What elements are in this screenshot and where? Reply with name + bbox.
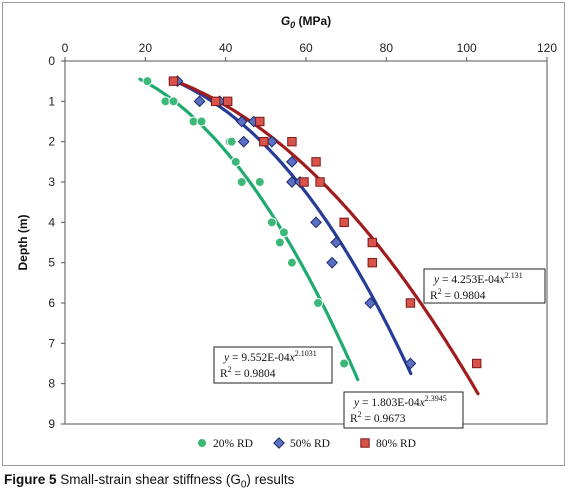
y-axis-title: Depth (m) <box>16 215 30 271</box>
data-point-square <box>311 157 321 167</box>
data-point-circle <box>254 177 265 187</box>
axes: 0 20 40 60 80 100 120 0 1 2 3 4 5 6 7 8 9 G0 (MPa) Depth (… <box>16 14 557 431</box>
data-points <box>142 75 482 370</box>
equation-text: y = 1.803E-04x2.3945 <box>353 394 447 409</box>
data-point-square <box>210 96 221 107</box>
data-point-diamond <box>235 115 248 128</box>
data-point-circle <box>226 136 237 147</box>
data-point-diamond <box>364 297 377 309</box>
data-point-diamond <box>404 357 417 370</box>
legend-marker-square <box>360 438 370 448</box>
data-point-diamond <box>310 216 322 229</box>
data-point-circle <box>278 227 289 238</box>
chart-svg: 0 20 40 60 80 100 120 0 1 2 3 4 5 6 7 8 9 G0 (MPa) Depth (… <box>16 14 557 450</box>
y-tick-label: 3 <box>48 175 55 189</box>
y-tick-label: 0 <box>48 54 55 68</box>
data-point-circle <box>339 358 350 369</box>
x-tick-label: 60 <box>299 41 313 55</box>
x-tick-label: 0 <box>62 41 69 55</box>
y-tick-label: 6 <box>48 296 55 310</box>
figure-label: Figure 5 <box>4 472 57 487</box>
legend-label: 20% RD <box>213 438 253 450</box>
data-point-circle <box>286 257 297 268</box>
x-tick-label: 20 <box>139 41 153 55</box>
data-point-diamond <box>326 256 339 269</box>
data-point-circle <box>168 96 179 107</box>
r-squared-text: R2 = 0.9804 <box>220 365 276 380</box>
data-point-circle <box>142 76 153 87</box>
y-tick-label: 8 <box>48 377 55 391</box>
equation-box <box>343 391 464 429</box>
data-point-diamond <box>286 176 298 188</box>
data-point-square <box>168 76 179 86</box>
y-tick-label: 7 <box>48 336 55 350</box>
data-point-square <box>367 257 377 268</box>
data-point-square <box>259 136 269 147</box>
equation-box <box>213 346 333 384</box>
data-point-square <box>222 96 233 107</box>
data-point-diamond <box>286 155 298 168</box>
x-tick-label: 80 <box>380 41 394 55</box>
data-point-circle <box>196 116 207 127</box>
equation-text: y = 4.253E-04x2.131 <box>433 271 523 286</box>
fit-curve-square <box>168 77 480 396</box>
legend-label: 50% RD <box>290 438 330 450</box>
data-point-square <box>299 177 309 187</box>
legend-marker-circle <box>197 438 207 448</box>
figure-caption: Figure 5 Small-strain shear stiffness (G… <box>4 472 294 491</box>
data-point-circle <box>230 156 241 167</box>
caption-text-after: ) results <box>246 472 295 487</box>
equation-text: y = 9.552E-04x2.1031 <box>223 349 317 364</box>
data-point-circle <box>313 298 324 308</box>
y-tick-label: 5 <box>48 256 55 270</box>
chart-frame: 0 20 40 60 80 100 120 0 1 2 3 4 5 6 7 8 9 G0 (MPa) Depth (… <box>2 2 565 466</box>
data-point-circle <box>274 237 285 248</box>
data-point-square <box>339 217 349 228</box>
y-tick-label: 4 <box>48 215 55 229</box>
data-point-diamond <box>330 236 343 249</box>
x-tick-label: 40 <box>219 41 233 55</box>
x-tick-label: 100 <box>457 41 477 55</box>
data-point-square <box>287 136 297 147</box>
legend-label: 80% RD <box>376 438 416 450</box>
data-point-diamond <box>193 95 206 108</box>
data-point-circle <box>236 177 247 187</box>
caption-text-before: Small-strain shear stiffness (G <box>56 472 241 487</box>
caption-subscript: 0 <box>240 479 247 491</box>
data-point-circle <box>266 217 277 228</box>
y-tick-label: 1 <box>48 94 55 108</box>
data-point-square <box>472 358 482 369</box>
data-point-square <box>255 116 265 127</box>
x-axis-title: G0 (MPa) <box>281 14 331 30</box>
y-tick-label: 2 <box>48 135 55 149</box>
r-squared-text: R2 = 0.9804 <box>430 287 486 302</box>
data-point-square <box>367 237 377 248</box>
data-point-diamond <box>237 135 250 148</box>
fit-curve-diamond <box>168 77 413 376</box>
legend: 20% RD 50% RD 80% RD <box>197 437 416 450</box>
r-squared-text: R2 = 0.9673 <box>350 410 406 425</box>
data-point-square <box>315 177 325 187</box>
data-point-square <box>405 298 416 308</box>
equation-box <box>423 268 546 304</box>
legend-marker-diamond <box>273 437 285 449</box>
x-tick-label: 120 <box>537 41 557 55</box>
y-tick-label: 9 <box>48 417 55 431</box>
